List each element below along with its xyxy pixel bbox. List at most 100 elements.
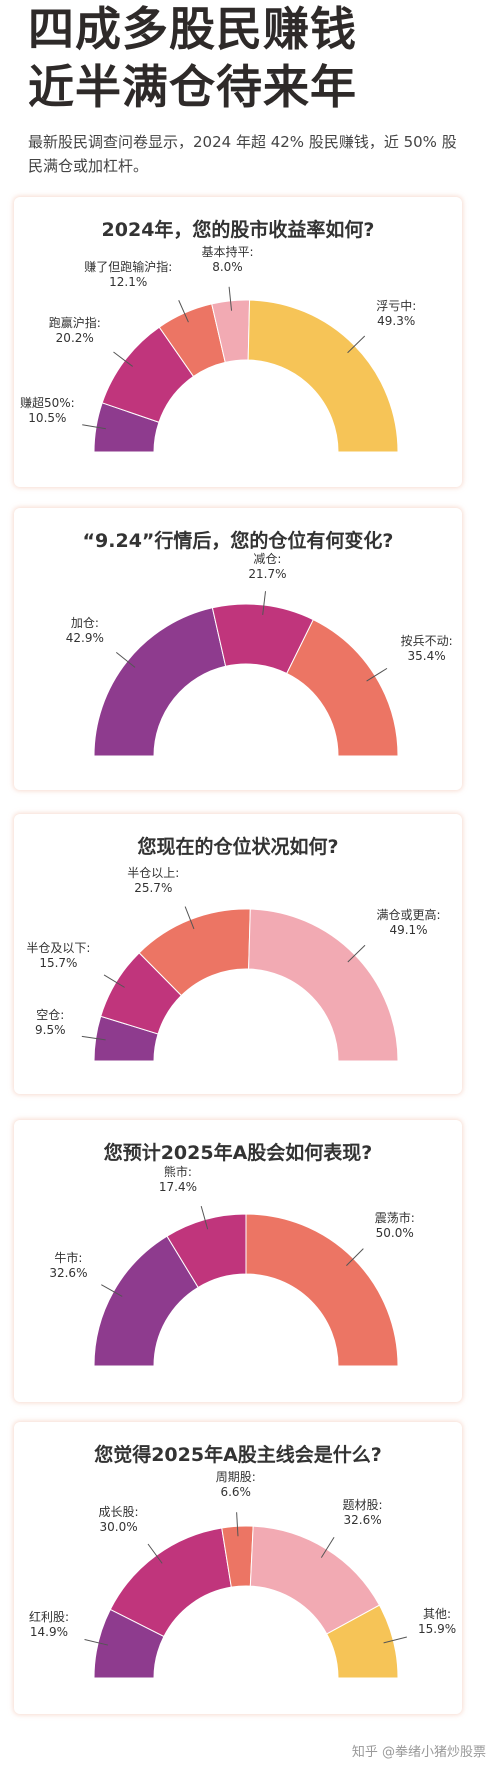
slice-label-value: 10.5% bbox=[28, 411, 67, 426]
slice-label-name: 浮亏中: bbox=[376, 298, 417, 313]
slice-label: 空仓: 9.5% bbox=[35, 1008, 66, 1038]
slice-label: 半仓及以下: 15.7% bbox=[26, 941, 90, 971]
slice-label-name: 空仓: bbox=[36, 1007, 65, 1022]
leader-line bbox=[236, 1512, 239, 1537]
half-donut-chart bbox=[93, 591, 399, 757]
slice-label-name: 加仓: bbox=[70, 616, 99, 631]
leader-line bbox=[101, 1284, 123, 1297]
leader-line bbox=[347, 335, 366, 354]
chart-card-mainline-2025: 您觉得2025年A股主线会是什么? 红利股: 14.9% 成长股: 30.0% 周期股:… bbox=[14, 1422, 462, 1714]
leader-line bbox=[184, 906, 195, 930]
chart-title: 您觉得2025年A股主线会是什么? bbox=[94, 1444, 382, 1466]
slice-label-value: 49.3% bbox=[377, 313, 416, 328]
leader-line bbox=[81, 1035, 106, 1041]
slice-label-value: 12.1% bbox=[109, 274, 148, 289]
slice-label-name: 按兵不动: bbox=[400, 633, 453, 648]
slice-label-value: 14.9% bbox=[29, 1624, 69, 1639]
leader-line bbox=[113, 351, 133, 367]
slice-5 bbox=[326, 1604, 399, 1679]
intro-text: 最新股民调查问卷显示，2024 年超 42% 股民赚钱，近 50% 股民满仓或加… bbox=[28, 133, 457, 175]
watermark-text: 知乎 @拳绪小猪炒股票 bbox=[351, 1745, 486, 1760]
slice-label-value: 42.9% bbox=[65, 631, 104, 646]
slice-label-value: 35.4% bbox=[407, 648, 446, 663]
leader-line bbox=[200, 1206, 209, 1230]
slice-label: 减仓: 21.7% bbox=[248, 552, 286, 582]
slice-5 bbox=[247, 299, 399, 453]
leader-line bbox=[347, 944, 366, 963]
slice-label-name: 半仓以上: bbox=[127, 865, 180, 880]
leader-line bbox=[320, 1537, 335, 1558]
leader-line bbox=[147, 1543, 163, 1564]
slice-label: 周期股: 6.6% bbox=[216, 1470, 256, 1500]
leader-line bbox=[82, 424, 107, 430]
slice-label: 半仓以上: 25.7% bbox=[127, 866, 179, 896]
chart-title: “9.24”行情后，您的仓位有何变化? bbox=[82, 530, 394, 552]
slice-label-name: 红利股: bbox=[28, 1609, 69, 1624]
leader-line bbox=[383, 1636, 407, 1644]
half-donut-chart bbox=[84, 1512, 407, 1679]
slice-label-name: 震荡市: bbox=[374, 1211, 415, 1226]
chart-card-returns-2024: 2024年，您的股市收益率如何? 赚超50%: 10.5% 跑赢沪指: 20.2% 赚了… bbox=[14, 197, 462, 487]
slice-label-value: 17.4% bbox=[158, 1179, 197, 1194]
leader-line bbox=[178, 300, 189, 323]
slice-3 bbox=[245, 1213, 399, 1367]
slice-label-name: 牛市: bbox=[54, 1250, 83, 1265]
half-donut-chart bbox=[93, 1206, 399, 1367]
slice-label: 赚了但跑输沪指: 12.1% bbox=[84, 260, 172, 290]
slice-label-value: 9.5% bbox=[35, 1022, 66, 1037]
slice-label: 满仓或更高: 49.1% bbox=[376, 908, 440, 938]
slice-label-name: 基本持平: bbox=[201, 244, 254, 259]
slice-label: 题材股: 32.6% bbox=[343, 1498, 383, 1528]
leader-line bbox=[262, 591, 267, 616]
slice-label-value: 8.0% bbox=[212, 259, 243, 274]
slice-label-value: 32.6% bbox=[343, 1512, 382, 1527]
slice-label-value: 15.7% bbox=[39, 955, 78, 970]
half-donut-chart bbox=[81, 906, 399, 1062]
chart-card-market-outlook-2025: 您预计2025年A股会如何表现? 牛市: 32.6% 熊市: 17.4% 震荡市: 50.… bbox=[14, 1120, 462, 1402]
slice-label-name: 赚了但跑输沪指: bbox=[84, 259, 173, 274]
slice-label-name: 题材股: bbox=[342, 1497, 383, 1512]
slice-label-value: 49.1% bbox=[389, 923, 428, 938]
leader-line bbox=[366, 667, 388, 682]
slice-label-value: 25.7% bbox=[134, 880, 173, 895]
leader-line bbox=[228, 286, 233, 311]
chart-title: 您现在的仓位状况如何? bbox=[137, 836, 339, 858]
slice-label-value: 50.0% bbox=[375, 1226, 414, 1241]
slice-label: 按兵不动: 35.4% bbox=[401, 634, 453, 664]
slice-label: 其他: 15.9% bbox=[418, 1607, 456, 1637]
slice-label-name: 成长股: bbox=[98, 1505, 139, 1520]
leader-line bbox=[84, 1639, 108, 1646]
half-donut-chart bbox=[82, 286, 399, 453]
slice-label: 基本持平: 8.0% bbox=[201, 245, 253, 275]
chart-card-current-position: 您现在的仓位状况如何? 空仓: 9.5% 半仓及以下: 15.7% 半仓以上: 25.7%… bbox=[14, 814, 462, 1094]
slice-label-name: 周期股: bbox=[215, 1470, 256, 1485]
slice-label: 红利股: 14.9% bbox=[29, 1610, 69, 1640]
slice-label-name: 减仓: bbox=[253, 552, 282, 566]
leader-line bbox=[115, 652, 136, 668]
slice-label-value: 15.9% bbox=[418, 1622, 457, 1636]
leader-line bbox=[103, 974, 125, 988]
slice-label-name: 跑赢沪指: bbox=[48, 316, 101, 331]
slice-label-value: 32.6% bbox=[49, 1265, 88, 1280]
slice-4 bbox=[248, 908, 399, 1062]
slice-label-name: 赚超50%: bbox=[20, 396, 75, 411]
slice-label: 加仓: 42.9% bbox=[66, 616, 104, 646]
slice-label-name: 其他: bbox=[423, 1607, 452, 1621]
slice-3 bbox=[286, 619, 399, 757]
slice-1 bbox=[93, 607, 227, 757]
chart-title: 您预计2025年A股会如何表现? bbox=[103, 1142, 373, 1164]
slice-label: 牛市: 32.6% bbox=[49, 1251, 87, 1281]
slice-label-value: 30.0% bbox=[99, 1520, 138, 1535]
slice-label-value: 6.6% bbox=[220, 1485, 251, 1500]
leader-line bbox=[346, 1248, 364, 1266]
chart-card-position-change: “9.24”行情后，您的仓位有何变化? 加仓: 42.9% 减仓: 21.7% 按兵不动… bbox=[14, 508, 462, 790]
slice-label: 浮亏中: 49.3% bbox=[376, 299, 416, 329]
slice-label-name: 熊市: bbox=[163, 1164, 192, 1179]
slice-label-value: 21.7% bbox=[248, 567, 287, 581]
slice-label: 跑赢沪指: 20.2% bbox=[49, 316, 101, 346]
slice-label-value: 20.2% bbox=[55, 331, 94, 346]
slice-label: 熊市: 17.4% bbox=[159, 1165, 197, 1195]
slice-label: 赚超50%: 10.5% bbox=[20, 396, 75, 426]
slice-label: 震荡市: 50.0% bbox=[375, 1211, 415, 1241]
slice-label: 成长股: 30.0% bbox=[99, 1505, 139, 1535]
